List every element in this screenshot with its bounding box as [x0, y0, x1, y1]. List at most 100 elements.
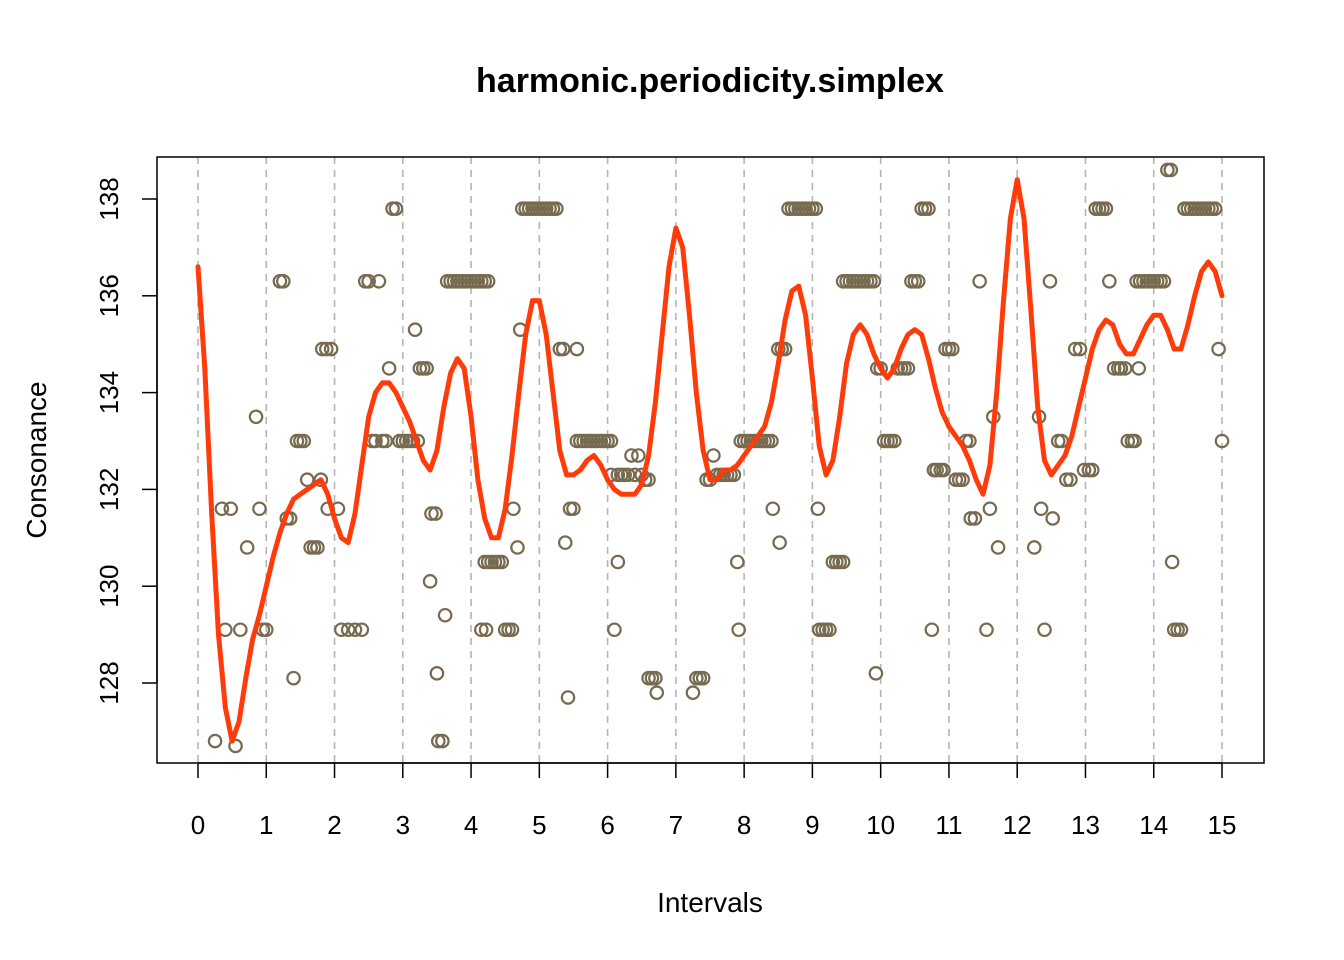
x-axis-label: Intervals [657, 887, 763, 918]
data-point [603, 433, 619, 449]
data-point [557, 535, 573, 550]
data-point [207, 733, 223, 749]
data-point [963, 511, 979, 526]
y-axis-label: Consonance [21, 381, 52, 538]
data-point [982, 501, 998, 517]
data-point [437, 607, 453, 623]
x-tick-label: 8 [737, 810, 751, 840]
x-tick-label: 15 [1208, 810, 1237, 840]
data-point [1026, 540, 1042, 555]
data-point [936, 462, 951, 478]
data-point [549, 201, 564, 216]
data-point [772, 535, 787, 550]
data-point [233, 622, 248, 638]
data-point [990, 540, 1006, 555]
data-point [1120, 433, 1136, 449]
data-point [1127, 433, 1142, 449]
data-point [422, 574, 438, 589]
data-point [1059, 472, 1074, 488]
data-point [924, 622, 940, 638]
x-tick-label: 6 [600, 810, 614, 840]
data-point [1163, 162, 1179, 178]
data-point [835, 554, 851, 570]
data-point [900, 361, 916, 376]
data-point [1113, 361, 1129, 376]
data-point [1076, 462, 1092, 478]
data-point [354, 622, 370, 638]
data-point [1045, 511, 1060, 526]
data-point [480, 273, 496, 289]
data-point [649, 685, 665, 700]
data-point [310, 540, 325, 555]
x-axis: 0 1 2 3 4 5 6 7 8 9 10 11 12 13 14 15 [191, 762, 1237, 840]
x-tick-label: 10 [866, 810, 895, 840]
grid-lines [197, 157, 1223, 763]
data-point [868, 666, 884, 681]
data-point [685, 685, 701, 700]
data-point [378, 433, 394, 449]
data-point [1156, 273, 1172, 289]
data-point [1131, 361, 1147, 376]
data-point [314, 341, 330, 357]
y-tick-label: 132 [94, 468, 124, 511]
data-point [1102, 273, 1117, 289]
data-point [313, 472, 329, 488]
data-point [228, 738, 243, 754]
data-point [223, 501, 239, 517]
data-point [887, 433, 902, 449]
data-point [631, 448, 646, 463]
data-point [1033, 501, 1049, 517]
data-point [510, 540, 525, 555]
data-point [239, 540, 255, 555]
data-point [323, 341, 339, 357]
data-point [962, 433, 977, 449]
data-point [1106, 361, 1122, 376]
data-point [340, 622, 356, 638]
data-point [979, 622, 994, 638]
data-point [1063, 472, 1078, 488]
data-point [368, 433, 383, 449]
y-tick-label: 138 [94, 177, 124, 220]
data-point [730, 554, 745, 570]
data-point [566, 501, 581, 517]
data-point [765, 501, 781, 517]
data-point [1214, 433, 1230, 449]
data-point [967, 511, 983, 526]
data-point [258, 622, 274, 638]
data-point [1042, 273, 1058, 289]
data-point [1117, 361, 1133, 376]
data-point [945, 341, 960, 357]
y-tick-label: 136 [94, 274, 124, 317]
x-tick-label: 0 [191, 810, 205, 840]
data-point [620, 467, 636, 483]
data-point [361, 273, 376, 289]
data-point [494, 554, 510, 570]
data-point [252, 501, 267, 517]
data-point [296, 433, 312, 449]
data-point [921, 201, 936, 216]
y-tick-label: 128 [94, 661, 124, 704]
x-tick-label: 4 [464, 810, 478, 840]
smoothed-trend-line [195, 177, 1225, 744]
data-point [474, 622, 489, 638]
data-point [428, 506, 443, 521]
y-tick-label: 130 [94, 565, 124, 608]
data-points [207, 162, 1230, 754]
data-point [1067, 341, 1083, 357]
data-point [435, 733, 450, 749]
data-point [371, 273, 387, 289]
data-point [822, 622, 837, 638]
data-point [429, 666, 445, 681]
data-point [388, 201, 404, 216]
data-point [1037, 622, 1052, 638]
x-tick-label: 1 [259, 810, 273, 840]
data-point [248, 409, 264, 425]
data-point [276, 273, 291, 289]
data-point [731, 622, 746, 638]
data-point [478, 622, 494, 638]
data-point [1207, 201, 1223, 216]
data-point [648, 670, 663, 686]
data-point [506, 501, 521, 517]
x-tick-label: 12 [1003, 810, 1032, 840]
